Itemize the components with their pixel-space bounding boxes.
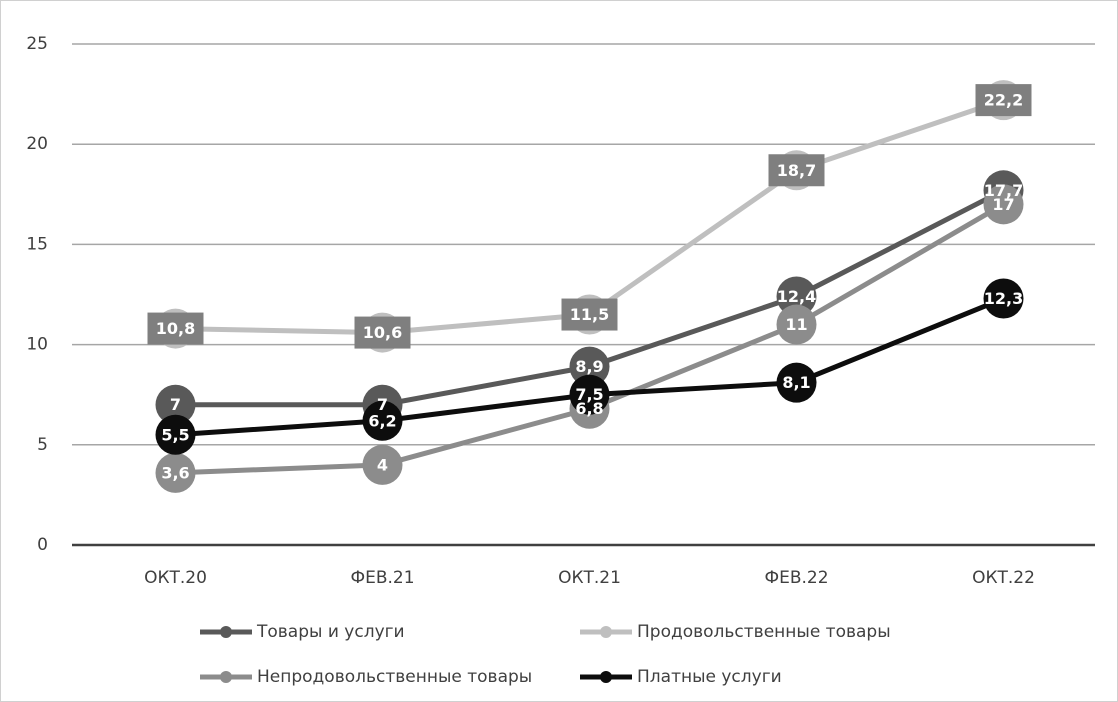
label-box xyxy=(147,312,204,345)
x-tick-label: ОКТ.22 xyxy=(972,568,1035,588)
marker xyxy=(155,414,196,455)
label-box xyxy=(975,84,1032,117)
x-tick-label: ФЕВ.21 xyxy=(350,568,414,588)
y-tick-label: 0 xyxy=(37,535,48,555)
y-tick-label: 5 xyxy=(37,435,48,455)
data-label: 17 xyxy=(992,195,1014,214)
data-label: 5,5 xyxy=(161,425,189,444)
marker xyxy=(983,184,1024,225)
y-tick-label: 15 xyxy=(26,234,48,254)
marker xyxy=(569,346,610,387)
legend-label: Продовольственные товары xyxy=(637,622,891,642)
data-label: 4 xyxy=(377,455,388,474)
label-box xyxy=(561,298,618,331)
y-tick-label: 10 xyxy=(26,335,48,355)
x-tick-label: ОКТ.20 xyxy=(144,568,207,588)
marker xyxy=(776,362,817,403)
data-label: 18,7 xyxy=(777,161,816,180)
marker xyxy=(776,276,817,317)
data-label: 7,5 xyxy=(575,385,603,404)
legend-label: Платные услуги xyxy=(637,667,782,687)
marker xyxy=(569,374,610,415)
legend-marker xyxy=(600,671,612,683)
data-label: 8,9 xyxy=(575,357,603,376)
data-label: 7 xyxy=(170,395,181,414)
legend-label: Непродовольственные товары xyxy=(257,667,532,687)
marker xyxy=(362,444,403,485)
marker xyxy=(776,304,817,345)
data-label: 6,8 xyxy=(575,399,603,418)
legend-marker xyxy=(220,671,232,683)
data-label: 8,1 xyxy=(782,373,810,392)
marker xyxy=(983,278,1024,319)
data-label: 17,7 xyxy=(984,181,1023,200)
legend-marker xyxy=(220,626,232,638)
label-box xyxy=(354,316,411,349)
data-label: 11,5 xyxy=(570,305,609,324)
x-tick-label: ФЕВ.22 xyxy=(764,568,828,588)
x-tick-label: ОКТ.21 xyxy=(558,568,621,588)
y-tick-label: 20 xyxy=(26,134,48,154)
data-label: 6,2 xyxy=(368,411,396,430)
data-label: 11 xyxy=(785,315,807,334)
data-label: 10,8 xyxy=(156,319,195,338)
y-tick-label: 25 xyxy=(26,34,48,54)
marker xyxy=(155,384,196,425)
label-box xyxy=(768,154,825,187)
marker xyxy=(362,400,403,441)
data-label: 10,6 xyxy=(363,323,402,342)
data-label: 22,2 xyxy=(984,91,1023,110)
data-label: 7 xyxy=(377,395,388,414)
data-label: 3,6 xyxy=(161,463,189,482)
legend-label: Товары и услуги xyxy=(256,622,405,642)
marker xyxy=(155,452,196,493)
legend-marker xyxy=(600,626,612,638)
data-label: 12,4 xyxy=(777,287,816,306)
data-label: 12,3 xyxy=(984,289,1023,308)
